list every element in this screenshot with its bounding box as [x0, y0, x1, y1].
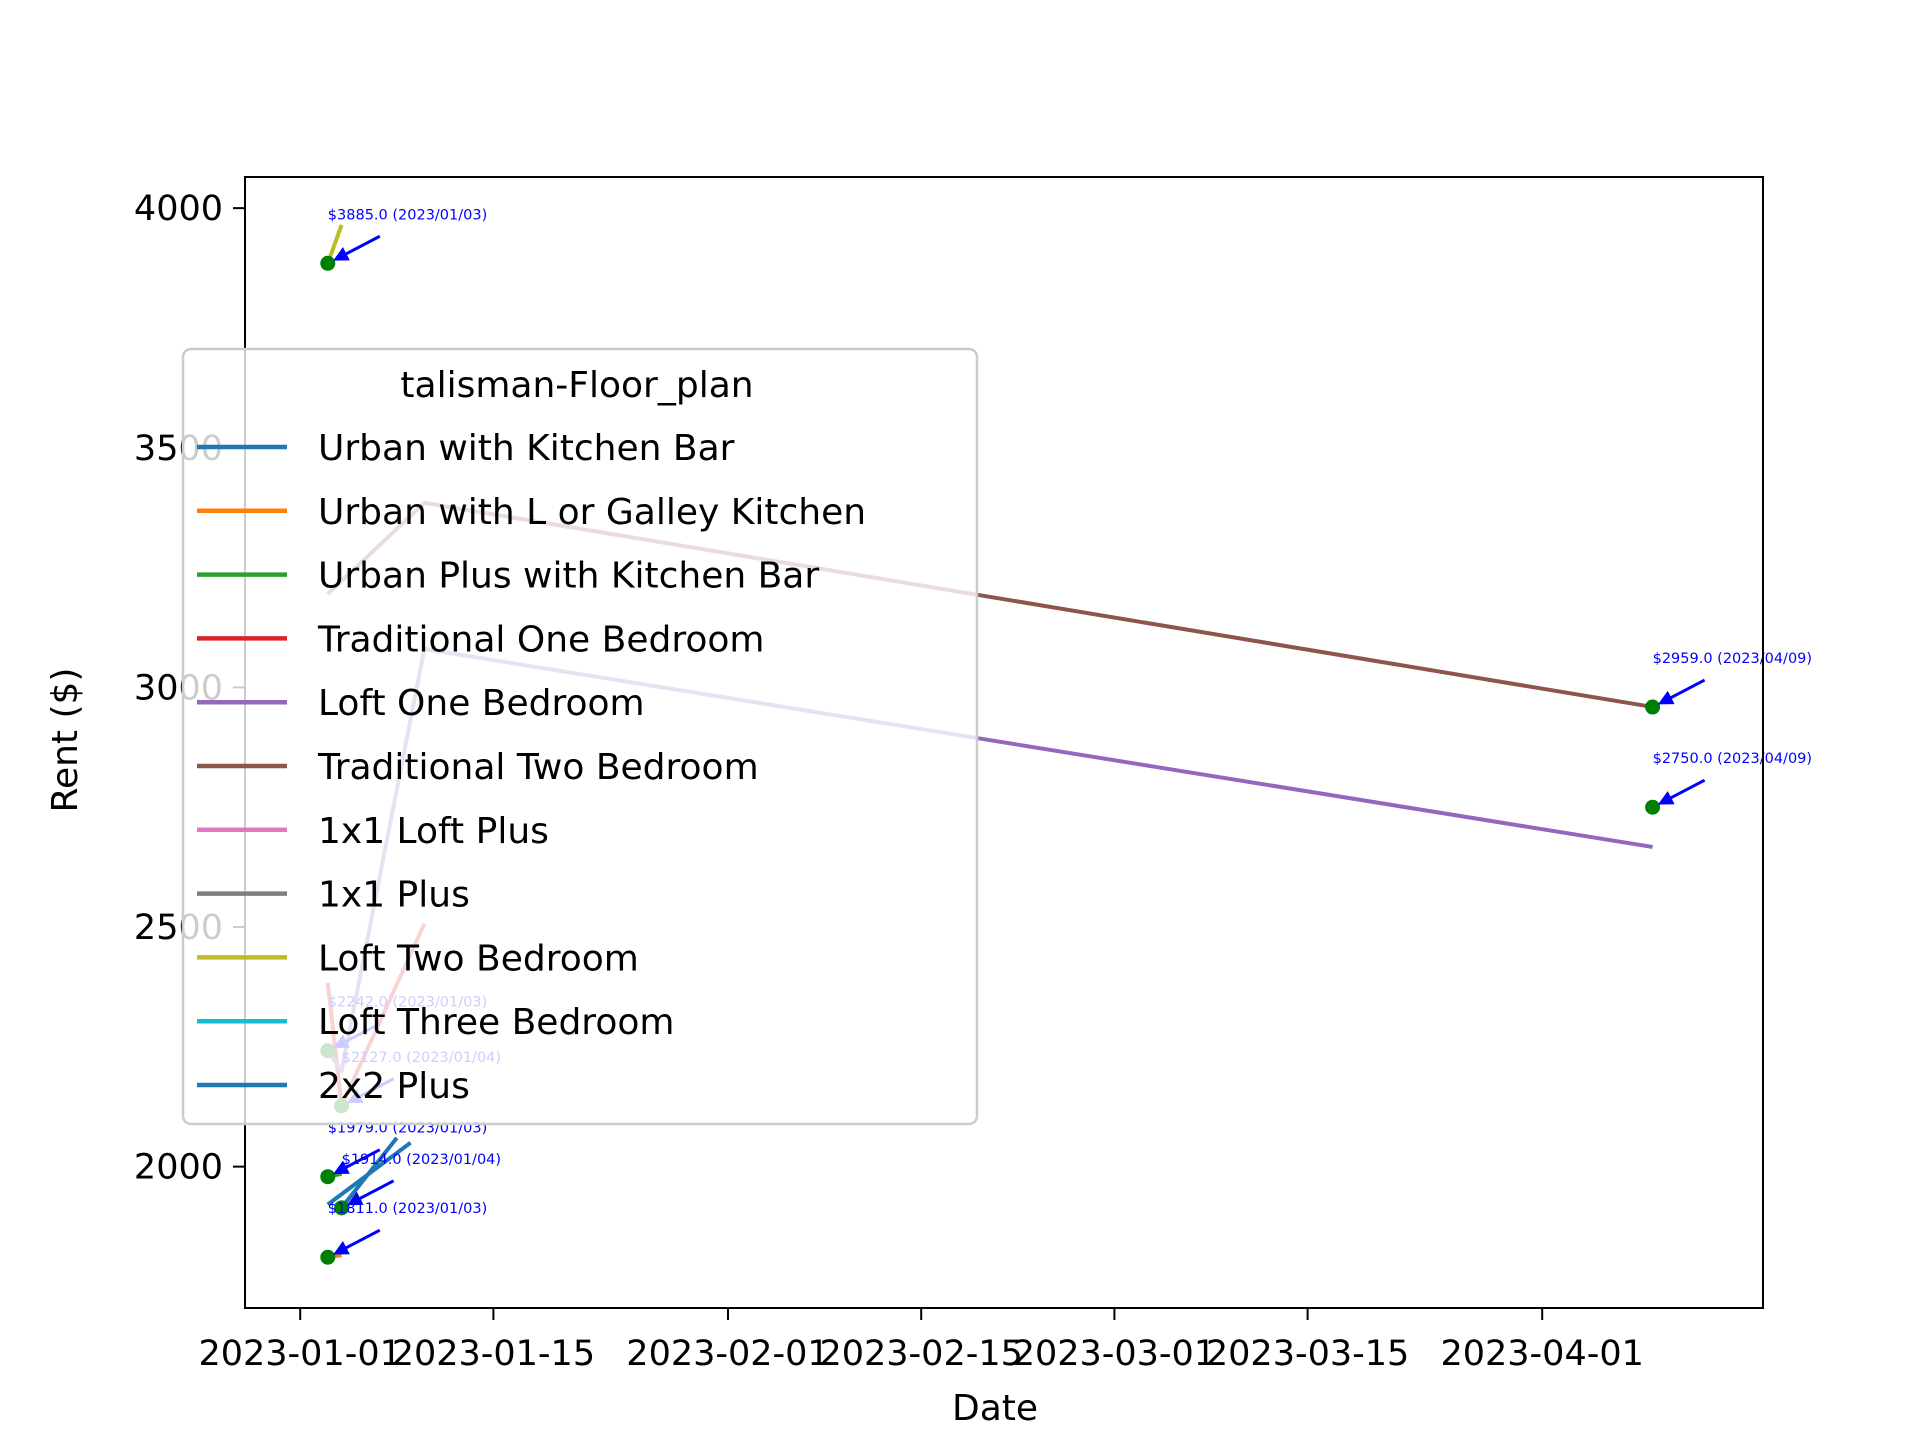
data-point-marker	[1645, 799, 1661, 815]
y-tick-label: 2000	[134, 1148, 223, 1188]
legend-label-2x2-plus: 2x2 Plus	[318, 1066, 470, 1107]
x-tick-label: 2023-02-01	[626, 1334, 829, 1374]
legend-title: talisman-Floor_plan	[400, 365, 753, 406]
x-tick-label: 2023-04-01	[1440, 1334, 1643, 1374]
legend-label-loft-three-bedroom: Loft Three Bedroom	[318, 1002, 674, 1043]
data-point-annotation: $1811.0 (2023/01/03)	[328, 1201, 487, 1217]
legend-label-1x1-plus: 1x1 Plus	[318, 875, 470, 916]
annotation-arrow	[346, 1179, 395, 1206]
x-axis-title: Date	[952, 1388, 1038, 1429]
legend-box	[181, 347, 979, 1126]
annotation-arrow	[333, 234, 381, 261]
data-point-annotation: $2959.0 (2023/04/09)	[1653, 651, 1812, 667]
data-point-marker	[1645, 699, 1661, 715]
x-tick-label: 2023-02-15	[819, 1334, 1022, 1374]
x-tick-label: 2023-01-15	[392, 1334, 595, 1374]
annotation-arrow	[1657, 778, 1706, 805]
x-tick-label: 2023-01-01	[198, 1334, 401, 1374]
legend-label-traditional-one-bedroom: Traditional One Bedroom	[317, 619, 764, 660]
y-tick-label: 4000	[134, 189, 223, 229]
annotation-arrow	[333, 1148, 381, 1175]
legend-label-loft-one-bedroom: Loft One Bedroom	[318, 683, 645, 724]
legend: talisman-Floor_plan Urban with Kitchen Ba…	[181, 347, 979, 1126]
legend-label-traditional-two-bedroom: Traditional Two Bedroom	[317, 747, 759, 788]
x-tick-label: 2023-03-01	[1013, 1334, 1216, 1374]
legend-label-urban-plus-with-kitchen-bar: Urban Plus with Kitchen Bar	[318, 556, 819, 597]
legend-label-loft-two-bedroom: Loft Two Bedroom	[318, 938, 639, 979]
x-tick-label: 2023-03-15	[1206, 1334, 1409, 1374]
data-point-marker	[320, 1169, 336, 1185]
data-point-annotation: $1914.0 (2023/01/04)	[342, 1152, 501, 1168]
data-point-annotation: $3885.0 (2023/01/03)	[328, 207, 487, 223]
legend-label-urban-with-kitchen-bar: Urban with Kitchen Bar	[318, 428, 735, 469]
legend-label-1x1-loft-plus: 1x1 Loft Plus	[318, 811, 549, 852]
legend-label-urban-with-l-or-galley-kitchen: Urban with L or Galley Kitchen	[318, 492, 866, 533]
data-point-marker	[320, 255, 336, 271]
data-point-annotation: $2750.0 (2023/04/09)	[1653, 751, 1812, 767]
data-point-marker	[334, 1200, 350, 1216]
annotation-arrow	[1657, 678, 1706, 705]
y-axis-title: Rent ($)	[45, 668, 86, 813]
annotation-arrow	[333, 1228, 381, 1255]
data-point-marker	[320, 1249, 336, 1265]
